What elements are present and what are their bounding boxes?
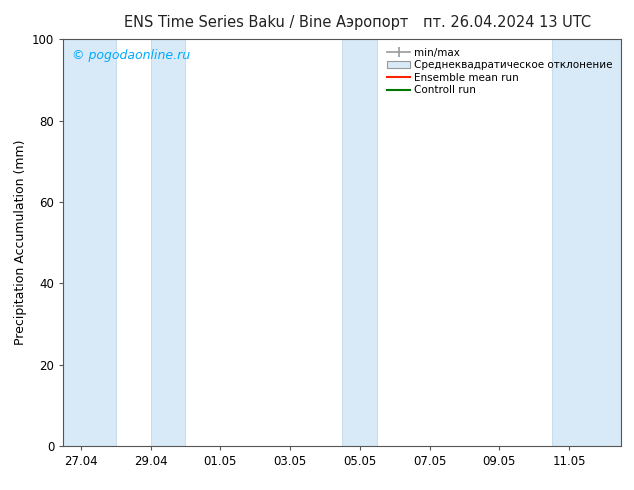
Bar — [150, 39, 185, 446]
Text: пт. 26.04.2024 13 UTC: пт. 26.04.2024 13 UTC — [423, 15, 592, 30]
Bar — [342, 39, 377, 446]
Text: © pogodaonline.ru: © pogodaonline.ru — [72, 49, 190, 62]
Bar — [63, 39, 115, 446]
Legend: min/max, Среднеквадратическое отклонение, Ensemble mean run, Controll run: min/max, Среднеквадратическое отклонение… — [384, 45, 616, 98]
Bar — [552, 39, 621, 446]
Y-axis label: Precipitation Accumulation (mm): Precipitation Accumulation (mm) — [13, 140, 27, 345]
Text: ENS Time Series Baku / Bine Аэропорт: ENS Time Series Baku / Bine Аэропорт — [124, 15, 408, 30]
